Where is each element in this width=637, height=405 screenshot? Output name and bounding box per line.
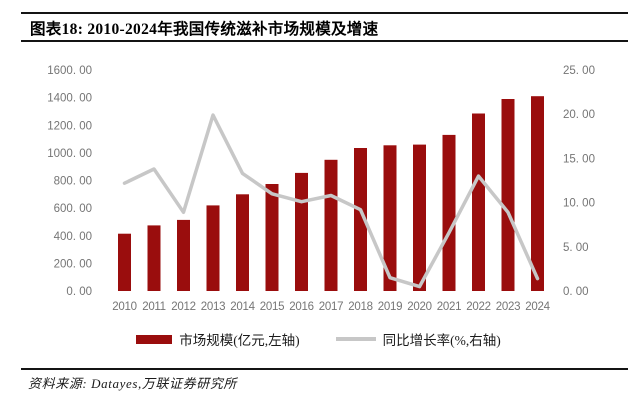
bar-2015 (265, 184, 279, 291)
legend-bar-label: 市场规模(亿元,左轴) (179, 333, 300, 348)
bar-2024 (531, 96, 544, 291)
bar-2012 (177, 219, 190, 291)
left-axis-tick: 400. 00 (54, 231, 92, 243)
source-note: 资料来源: Datayes,万联证券研究所 (28, 376, 238, 391)
bar-2023 (501, 99, 515, 291)
bar-2017 (324, 159, 338, 291)
x-axis-label-2019: 2019 (378, 301, 402, 313)
right-axis-tick: 25. 00 (563, 65, 595, 77)
x-axis-label-2022: 2022 (466, 301, 490, 313)
bar-2011 (147, 225, 161, 291)
right-axis-tick: 0. 00 (563, 286, 589, 298)
x-axis-label-2020: 2020 (407, 301, 431, 313)
x-axis-label-2021: 2021 (437, 301, 461, 313)
bar-2013 (206, 205, 220, 291)
figure-title: 图表18: 2010-2024年我国传统滋补市场规模及增速 (30, 21, 379, 38)
left-axis-tick: 1600. 00 (47, 65, 92, 77)
x-axis-label-2018: 2018 (348, 301, 372, 313)
x-axis-label-2011: 2011 (142, 301, 166, 313)
left-axis-tick: 200. 00 (54, 258, 92, 270)
legend-line-swatch-icon (335, 337, 376, 341)
bar-2019 (383, 145, 397, 291)
x-axis-label-2016: 2016 (289, 301, 313, 313)
x-axis-label-2015: 2015 (260, 301, 284, 313)
left-axis-tick: 0. 00 (66, 286, 92, 298)
right-axis-tick: 5. 00 (563, 242, 589, 254)
bar-2022 (472, 113, 485, 291)
left-axis-tick: 1400. 00 (47, 93, 92, 105)
legend-item-market-size: 市场规模(亿元,左轴) (136, 329, 300, 349)
x-axis-label-2023: 2023 (496, 301, 520, 313)
growth-rate-line (122, 113, 540, 289)
left-axis-tick: 1200. 00 (47, 120, 92, 132)
top-rule (21, 12, 628, 14)
x-axis-label-2010: 2010 (112, 301, 136, 313)
right-axis-tick: 10. 00 (563, 198, 595, 210)
bar-2016 (295, 172, 308, 291)
right-axis-tick: 15. 00 (563, 153, 595, 165)
legend-bar-swatch-icon (136, 334, 173, 344)
legend-line-label: 同比增长率(%,右轴) (382, 333, 501, 348)
x-axis-label-2012: 2012 (171, 301, 195, 313)
right-axis-tick: 20. 00 (563, 109, 595, 121)
chart-legend: 市场规模(亿元,左轴) 同比增长率(%,右轴) (0, 329, 637, 349)
bar-2018 (354, 148, 367, 291)
left-axis-tick: 1000. 00 (47, 148, 92, 160)
x-axis-label-2013: 2013 (201, 301, 225, 313)
bar-2021 (442, 134, 456, 291)
left-axis-tick: 600. 00 (54, 203, 92, 215)
x-axis-label-2024: 2024 (525, 301, 550, 313)
bar-2020 (413, 144, 426, 291)
bar-2010 (118, 233, 131, 291)
market-size-growth-chart: 0. 00 200. 00 400. 00 600. 00 800. 00 1000. 0… (47, 65, 595, 313)
x-axis-label-2014: 2014 (230, 301, 255, 313)
footer-rule (21, 368, 628, 370)
title-underline-rule (21, 40, 628, 42)
bar-2014 (236, 194, 249, 291)
left-axis-tick: 800. 00 (54, 176, 92, 188)
legend-item-growth-rate: 同比增长率(%,右轴) (335, 329, 501, 349)
x-axis-label-2017: 2017 (319, 301, 343, 313)
